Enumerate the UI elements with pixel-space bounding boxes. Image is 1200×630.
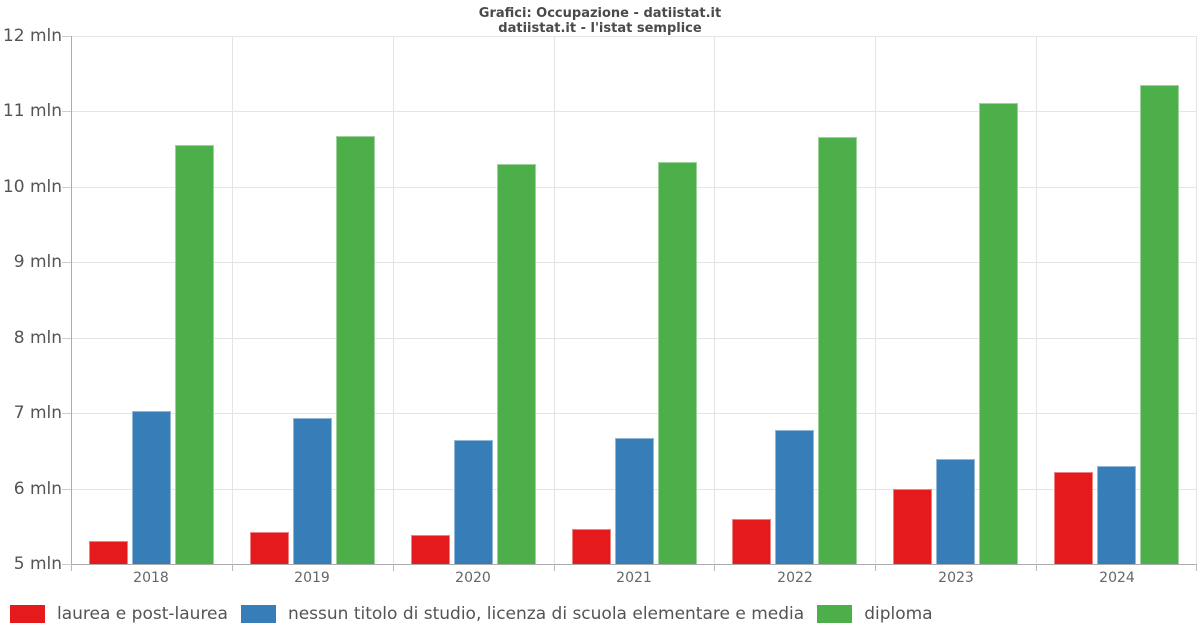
y-tick xyxy=(62,564,71,565)
legend-swatch-laurea xyxy=(10,605,45,623)
bar-nessun-titolo-2018[interactable] xyxy=(132,411,171,564)
x-tick-label-2021: 2021 xyxy=(616,570,652,586)
x-tick xyxy=(1196,564,1197,571)
x-tick-label-2024: 2024 xyxy=(1099,570,1135,586)
y-tick-label: 7 mln xyxy=(13,403,62,423)
y-tick xyxy=(62,36,71,37)
x-tick-label-2022: 2022 xyxy=(777,570,813,586)
h-gridline xyxy=(71,338,1197,339)
bar-nessun-titolo-2022[interactable] xyxy=(775,430,814,564)
bar-diploma-2022[interactable] xyxy=(818,137,857,564)
y-tick xyxy=(62,111,71,112)
h-gridline xyxy=(71,36,1197,37)
bar-diploma-2021[interactable] xyxy=(658,162,697,564)
v-gridline xyxy=(232,36,233,564)
y-tick-label: 9 mln xyxy=(13,252,62,272)
h-gridline xyxy=(71,262,1197,263)
x-axis-line xyxy=(71,564,1197,565)
bar-diploma-2024[interactable] xyxy=(1140,85,1179,564)
bar-laurea-2019[interactable] xyxy=(250,532,289,564)
bar-nessun-titolo-2021[interactable] xyxy=(615,438,654,564)
plot-area xyxy=(62,36,1197,571)
bar-diploma-2023[interactable] xyxy=(979,103,1018,564)
x-tick xyxy=(875,564,876,571)
bar-nessun-titolo-2024[interactable] xyxy=(1097,466,1136,564)
legend-swatch-nessun-titolo xyxy=(240,605,276,623)
legend-item-nessun-titolo: nessun titolo di studio, licenza di scuo… xyxy=(240,604,805,624)
v-gridline xyxy=(1196,36,1197,564)
chart-title-line1: Grafici: Occupazione - datiistat.it xyxy=(478,6,722,21)
bar-nessun-titolo-2020[interactable] xyxy=(454,440,493,564)
y-tick xyxy=(62,338,71,339)
y-tick xyxy=(62,187,71,188)
y-axis-line xyxy=(71,36,72,564)
chart-title: Grafici: Occupazione - datiistat.it dati… xyxy=(0,6,1200,36)
v-gridline xyxy=(393,36,394,564)
x-tick xyxy=(714,564,715,571)
y-tick xyxy=(62,262,71,263)
bar-laurea-2022[interactable] xyxy=(732,519,771,564)
legend-swatch-diploma xyxy=(817,605,853,623)
bar-nessun-titolo-2023[interactable] xyxy=(936,459,975,564)
h-gridline xyxy=(71,187,1197,188)
bar-laurea-2023[interactable] xyxy=(893,489,932,564)
chart-title-line2: datiistat.it - l'istat semplice xyxy=(498,21,702,36)
legend-item-diploma: diploma xyxy=(817,604,933,624)
v-gridline xyxy=(714,36,715,564)
x-tick xyxy=(393,564,394,571)
x-tick-label-2023: 2023 xyxy=(938,570,974,586)
legend-label-laurea: laurea e post-laurea xyxy=(57,604,228,624)
bar-diploma-2018[interactable] xyxy=(175,145,214,564)
bar-laurea-2024[interactable] xyxy=(1054,472,1093,564)
v-gridline xyxy=(554,36,555,564)
y-tick-label: 12 mln xyxy=(2,26,62,46)
y-tick xyxy=(62,413,71,414)
y-tick xyxy=(62,489,71,490)
y-tick-label: 10 mln xyxy=(2,177,62,197)
bar-laurea-2021[interactable] xyxy=(572,529,611,564)
h-gridline xyxy=(71,413,1197,414)
legend-label-nessun-titolo: nessun titolo di studio, licenza di scuo… xyxy=(287,604,805,624)
legend-label-diploma: diploma xyxy=(864,604,933,624)
y-tick-label: 11 mln xyxy=(2,101,62,121)
y-tick-label: 8 mln xyxy=(13,328,62,348)
bar-diploma-2020[interactable] xyxy=(497,164,536,564)
legend: laurea e post-laurea nessun titolo di st… xyxy=(10,603,933,625)
x-axis-labels: 2018 2019 2020 2021 2022 2023 2024 xyxy=(71,570,1197,590)
x-tick xyxy=(71,564,72,571)
bar-diploma-2019[interactable] xyxy=(336,136,375,564)
x-tick-label-2020: 2020 xyxy=(455,570,491,586)
x-tick xyxy=(1036,564,1037,571)
y-tick-label: 6 mln xyxy=(13,479,62,499)
bar-laurea-2020[interactable] xyxy=(411,535,450,564)
bar-laurea-2018[interactable] xyxy=(89,541,128,564)
x-tick-label-2018: 2018 xyxy=(133,570,169,586)
x-tick xyxy=(554,564,555,571)
y-tick-label: 5 mln xyxy=(13,554,62,574)
legend-item-laurea: laurea e post-laurea xyxy=(10,604,228,624)
v-gridline xyxy=(875,36,876,564)
h-gridline xyxy=(71,111,1197,112)
x-tick-label-2019: 2019 xyxy=(294,570,330,586)
v-gridline xyxy=(1036,36,1037,564)
x-tick xyxy=(232,564,233,571)
y-axis-labels: 5 mln 6 mln 7 mln 8 mln 9 mln 10 mln 11 mln 12 … xyxy=(0,26,62,574)
bar-nessun-titolo-2019[interactable] xyxy=(293,418,332,564)
